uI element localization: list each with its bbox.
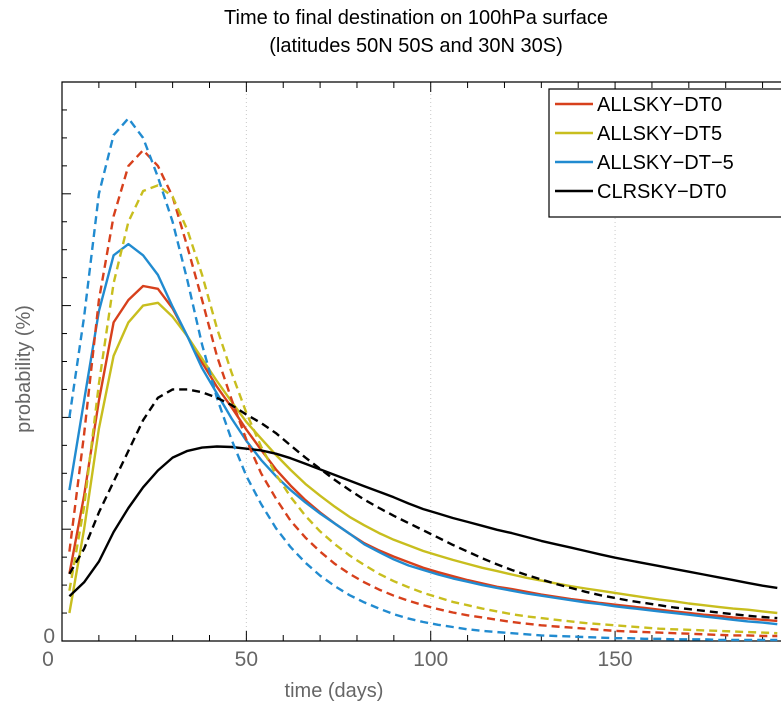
- y-tick-label-0: 0: [43, 625, 55, 648]
- legend-label-3: CLRSKY−DT0: [597, 181, 727, 203]
- legend-label-0: ALLSKY−DT0: [597, 94, 722, 116]
- x-axis-label: time (days): [285, 680, 384, 702]
- series-lines: [68, 117, 778, 642]
- series-line-6: [68, 117, 778, 642]
- legend-box: [548, 88, 781, 218]
- chart-title: Time to final destination on 100hPa surf…: [224, 7, 608, 29]
- x-tick-label-1: 50: [235, 648, 258, 671]
- chart-subtitle: (latitudes 50N 50S and 30N 30S): [269, 35, 563, 57]
- series-line-1: [68, 301, 778, 615]
- legend-label-2: ALLSKY−DT−5: [597, 152, 734, 174]
- series-line-5: [68, 184, 778, 635]
- x-tick-label-0: 0: [42, 648, 54, 671]
- legend-label-1: ALLSKY−DT5: [597, 123, 722, 145]
- series-line-2: [68, 242, 778, 626]
- series-line-7: [68, 388, 778, 620]
- series-line-3: [68, 445, 778, 598]
- legend: ALLSKY−DT0 ALLSKY−DT5 ALLSKY−DT−5 CLRSKY−DT…: [548, 88, 781, 218]
- x-tick-label-3: 150: [598, 648, 633, 671]
- x-tick-label-2: 100: [413, 648, 448, 671]
- series-line-4: [68, 148, 778, 638]
- tick-labels: 0 50 100 150 0: [42, 625, 632, 671]
- y-axis-label: probability (%): [13, 305, 35, 433]
